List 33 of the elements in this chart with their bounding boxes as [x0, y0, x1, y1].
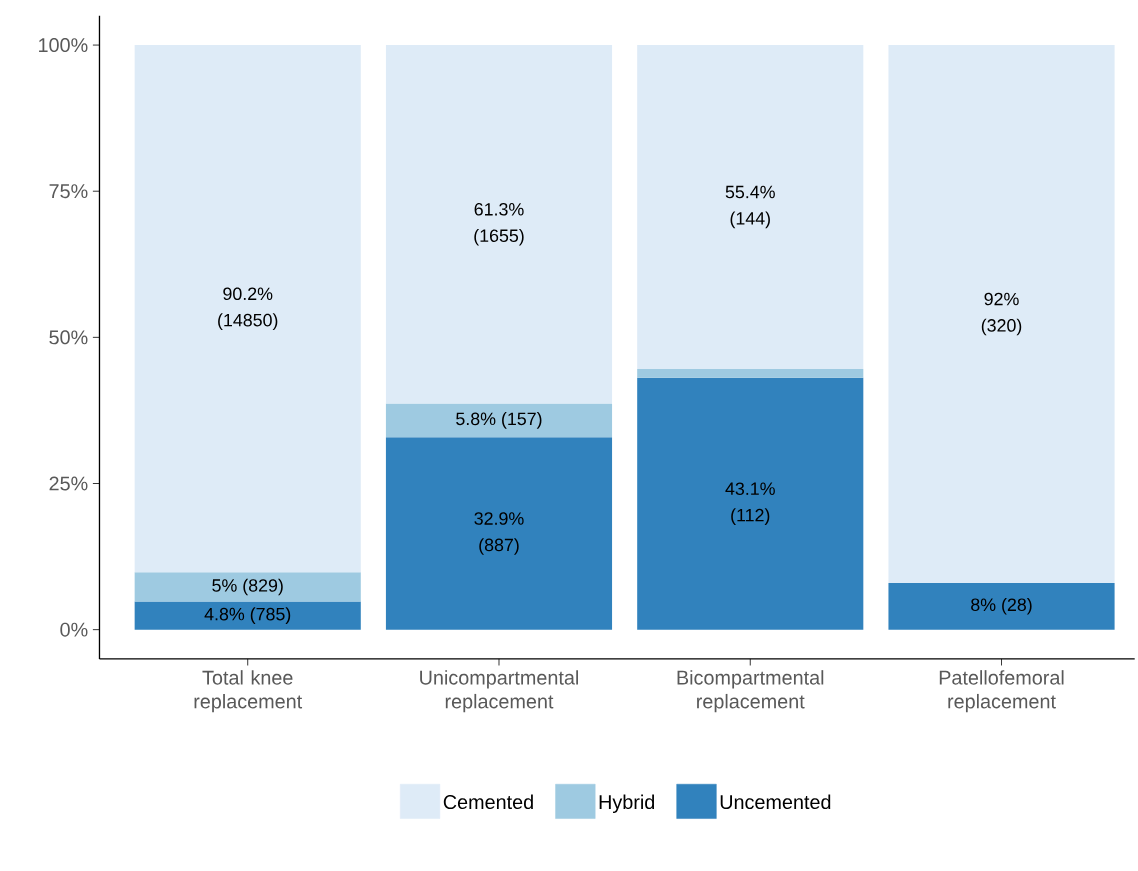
y-tick-label: 75%	[49, 184, 88, 198]
bar	[385, 44, 613, 404]
data-label: 92% (320)	[981, 292, 1022, 336]
x-tick-label: Bicompartmental replacement	[677, 669, 824, 713]
y-tick-label: 100%	[39, 37, 88, 52]
bar	[134, 44, 361, 573]
y-tick-label: 25%	[49, 476, 88, 491]
data-label: 43.1% (112)	[725, 482, 775, 525]
y-tick-label: 0%	[60, 622, 88, 637]
bar	[385, 403, 613, 438]
data-label: 32.9% (887)	[474, 511, 524, 555]
data-label: 61.3% (1655)	[474, 202, 524, 246]
bar	[888, 582, 1115, 630]
data-label: 8% (28)	[971, 597, 1032, 615]
data-label: 90.2% (14850)	[218, 287, 278, 330]
y-tick-label: 50%	[49, 330, 88, 345]
legend-label: Hybrid	[599, 794, 655, 813]
bar	[637, 368, 864, 378]
legend-label: Cemented	[443, 794, 533, 809]
bar	[637, 44, 864, 369]
x-tick-label: Patellofemoral replacement	[939, 669, 1064, 713]
data-label: 4.8% (785)	[204, 607, 291, 624]
legend-label: Uncemented	[720, 794, 831, 809]
bar	[134, 572, 361, 602]
bar	[637, 377, 864, 630]
bar	[888, 44, 1115, 583]
data-label: 5% (829)	[212, 578, 283, 596]
x-tick-label: Total knee replacement	[194, 669, 303, 713]
data-label: 55.4% (144)	[725, 185, 775, 228]
data-label: 5.8% (157)	[456, 411, 542, 429]
bar	[134, 601, 361, 630]
bar	[385, 437, 613, 630]
x-tick-label: Unicompartmental replacement	[420, 669, 578, 713]
